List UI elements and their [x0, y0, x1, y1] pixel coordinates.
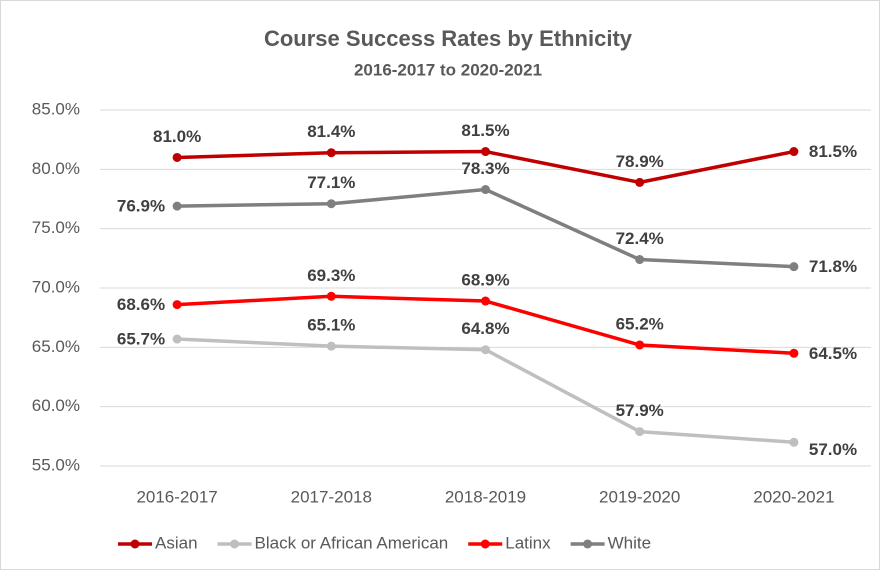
data-point	[172, 201, 182, 211]
x-tick-label: 2018-2019	[445, 487, 526, 506]
data-point	[326, 291, 336, 301]
y-tick-label: 60.0%	[32, 396, 80, 415]
y-tick-label: 75.0%	[32, 218, 80, 237]
y-tick-label: 70.0%	[32, 277, 80, 296]
data-point	[172, 300, 182, 310]
chart-title: Course Success Rates by Ethnicity	[264, 26, 633, 51]
data-point	[481, 147, 490, 157]
data-label: 77.1%	[307, 173, 355, 192]
x-tick-label: 2017-2018	[291, 487, 372, 506]
data-label: 81.5%	[461, 121, 509, 140]
data-label: 81.0%	[153, 127, 201, 146]
legend-label: White	[608, 533, 651, 552]
chart-subtitle: 2016-2017 to 2020-2021	[354, 60, 542, 79]
x-tick-label: 2016-2017	[136, 487, 217, 506]
x-tick-label: 2019-2020	[599, 487, 680, 506]
data-label: 64.8%	[461, 319, 509, 338]
data-point	[481, 296, 490, 306]
legend-label: Asian	[155, 533, 198, 552]
data-label: 64.5%	[809, 344, 857, 363]
data-point	[481, 345, 490, 355]
data-label: 81.4%	[307, 122, 355, 141]
legend-label: Black or African American	[255, 533, 449, 552]
data-label: 81.5%	[809, 142, 857, 161]
data-point	[635, 177, 645, 187]
legend-marker	[230, 539, 240, 549]
data-point	[172, 152, 182, 162]
data-label: 78.3%	[461, 159, 509, 178]
y-tick-label: 65.0%	[32, 337, 80, 356]
data-label: 65.1%	[307, 316, 355, 335]
data-point	[172, 334, 182, 344]
data-point	[326, 148, 336, 158]
data-label: 69.3%	[307, 266, 355, 285]
y-tick-label: 80.0%	[32, 159, 80, 178]
x-tick-label: 2020-2021	[753, 487, 834, 506]
data-point	[789, 262, 799, 272]
data-point	[789, 348, 799, 358]
legend-label: Latinx	[505, 533, 551, 552]
data-point	[635, 427, 645, 437]
y-tick-label: 85.0%	[32, 99, 80, 118]
data-label: 72.4%	[616, 229, 664, 248]
data-label: 57.0%	[809, 440, 857, 459]
legend-marker	[130, 539, 140, 549]
data-point	[635, 340, 645, 350]
data-point	[481, 185, 490, 195]
data-point	[789, 437, 799, 447]
data-label: 57.9%	[616, 401, 664, 420]
data-label: 68.9%	[461, 271, 509, 290]
data-point	[635, 255, 645, 265]
data-label: 78.9%	[616, 152, 664, 171]
data-label: 68.6%	[117, 295, 165, 314]
data-label: 76.9%	[117, 197, 165, 216]
y-tick-label: 55.0%	[32, 455, 80, 474]
data-label: 65.2%	[616, 314, 664, 333]
legend-marker	[480, 539, 490, 549]
legend-marker	[583, 539, 593, 549]
data-label: 65.7%	[117, 330, 165, 349]
data-point	[326, 341, 336, 351]
data-point	[789, 147, 799, 157]
data-point	[326, 199, 336, 209]
data-label: 71.8%	[809, 257, 857, 276]
